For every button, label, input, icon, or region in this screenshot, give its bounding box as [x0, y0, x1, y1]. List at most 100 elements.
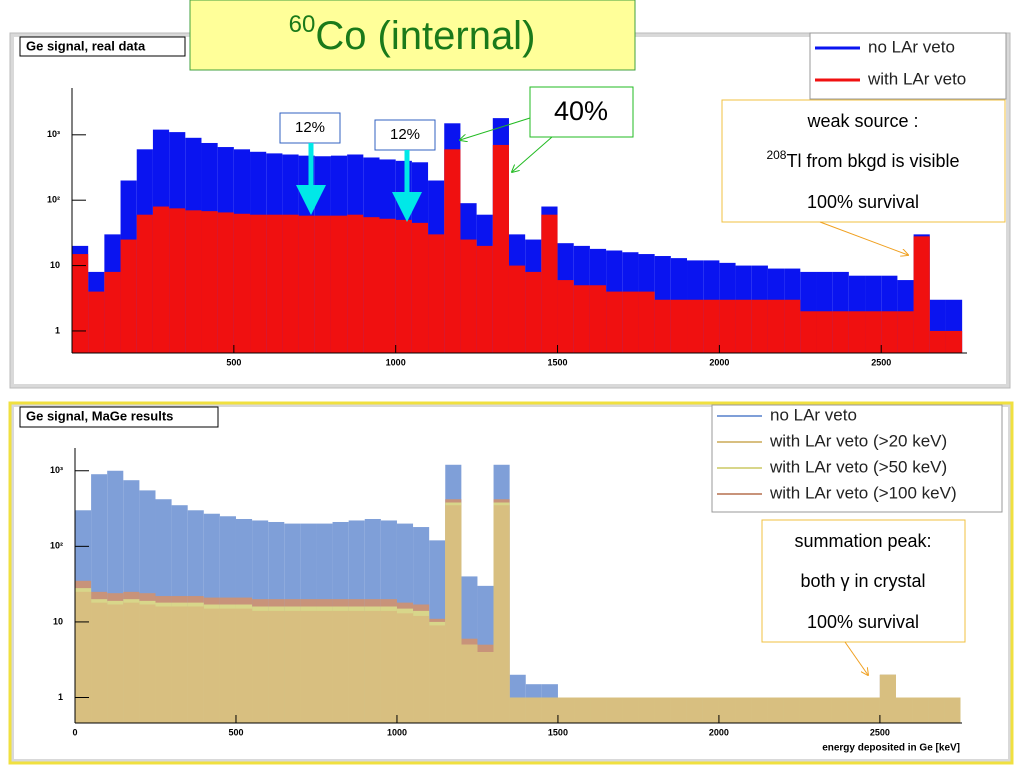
legend-label: with LAr veto	[867, 69, 966, 88]
bar	[252, 610, 269, 723]
annotation-box	[761, 519, 966, 643]
x-tick-label: 2000	[709, 357, 729, 367]
bar	[363, 217, 380, 353]
bar	[155, 606, 172, 723]
bar	[574, 697, 591, 723]
y-tick-label: 1	[55, 325, 60, 335]
bar	[139, 604, 156, 723]
bar	[831, 697, 848, 723]
x-tick-label: 2500	[870, 727, 890, 737]
bar	[169, 208, 186, 353]
arrow	[844, 641, 868, 675]
arrow	[460, 117, 531, 140]
bar	[380, 610, 397, 723]
y-tick-label: 10	[50, 260, 60, 270]
x-tick-label: 1500	[548, 727, 568, 737]
bar	[171, 606, 188, 723]
bar	[347, 214, 364, 353]
chart-title: Ge signal, MaGe results	[26, 408, 173, 423]
bar	[929, 330, 946, 353]
bar	[945, 330, 963, 353]
annotation: 12%	[295, 119, 325, 136]
y-tick-label: 10²	[47, 195, 60, 205]
bar	[735, 299, 752, 353]
bar	[136, 214, 153, 353]
bar	[606, 697, 623, 723]
bar	[75, 591, 92, 723]
bar	[847, 697, 864, 723]
chart-title-box	[19, 36, 186, 57]
annotation: weak source :	[806, 111, 918, 131]
x-tick-label: 500	[226, 357, 241, 367]
bar	[638, 291, 655, 353]
chart-title: Ge signal, real data	[26, 38, 146, 53]
bar	[492, 144, 509, 353]
bar	[767, 299, 785, 353]
bar	[314, 215, 331, 353]
annotation: 12%	[390, 126, 420, 143]
bar	[348, 610, 365, 723]
title-box	[189, 0, 636, 71]
bar	[395, 219, 412, 353]
legend-label: with LAr veto (>50 keV)	[769, 457, 947, 476]
bar	[235, 608, 253, 723]
bar	[203, 608, 220, 723]
bar	[396, 613, 414, 723]
bar	[88, 291, 105, 353]
bar	[508, 265, 526, 353]
bar	[460, 239, 477, 353]
bar	[848, 311, 866, 353]
bar	[217, 212, 234, 353]
x-axis-label: energy deposited in Ge [keV]	[822, 743, 960, 754]
bar	[686, 697, 703, 723]
bar	[670, 299, 688, 353]
bar	[863, 697, 880, 723]
bar	[799, 697, 816, 723]
x-tick-label: 1500	[548, 357, 568, 367]
bar	[525, 271, 542, 353]
bar	[638, 697, 655, 723]
bar	[573, 285, 590, 353]
slide-title: 60Co (internal)	[289, 11, 536, 57]
bar	[364, 610, 381, 723]
annotation: 40%	[554, 96, 608, 126]
bar	[541, 214, 558, 353]
bar	[411, 222, 429, 353]
bar	[944, 697, 961, 723]
bar	[622, 291, 639, 353]
legend	[809, 32, 1007, 100]
y-tick-label: 10³	[47, 129, 60, 139]
annotation: 208Tl from bkgd is visible	[766, 148, 959, 171]
bar	[509, 697, 526, 723]
plots: 500 1000 1500 2000 2500 1 10 10² 10³ 0 500 1000 1500…	[47, 88, 967, 737]
bar	[895, 697, 913, 723]
bar	[832, 311, 849, 353]
bar	[815, 697, 832, 723]
bar	[718, 697, 736, 723]
bar	[800, 311, 817, 353]
bar	[120, 239, 137, 353]
y-tick-label: 10	[53, 616, 63, 626]
bar	[379, 218, 396, 353]
bar	[187, 606, 204, 723]
arrow	[512, 136, 553, 172]
bar	[428, 234, 445, 353]
bar	[913, 236, 930, 353]
bar	[783, 697, 800, 723]
bar	[332, 610, 349, 723]
plot-area	[75, 464, 961, 723]
bar	[266, 214, 283, 353]
title-text: Co (internal)	[315, 14, 535, 58]
bar	[557, 280, 574, 353]
bar	[219, 608, 236, 723]
bar	[767, 697, 784, 723]
bar	[784, 299, 801, 353]
bar	[897, 311, 914, 353]
bar	[300, 610, 317, 723]
y-tick-label: 1	[58, 692, 63, 702]
legend-label: with LAr veto (>20 keV)	[769, 431, 947, 450]
bar	[282, 214, 299, 353]
x-tick-label: 2000	[709, 727, 729, 737]
bar	[670, 697, 687, 723]
